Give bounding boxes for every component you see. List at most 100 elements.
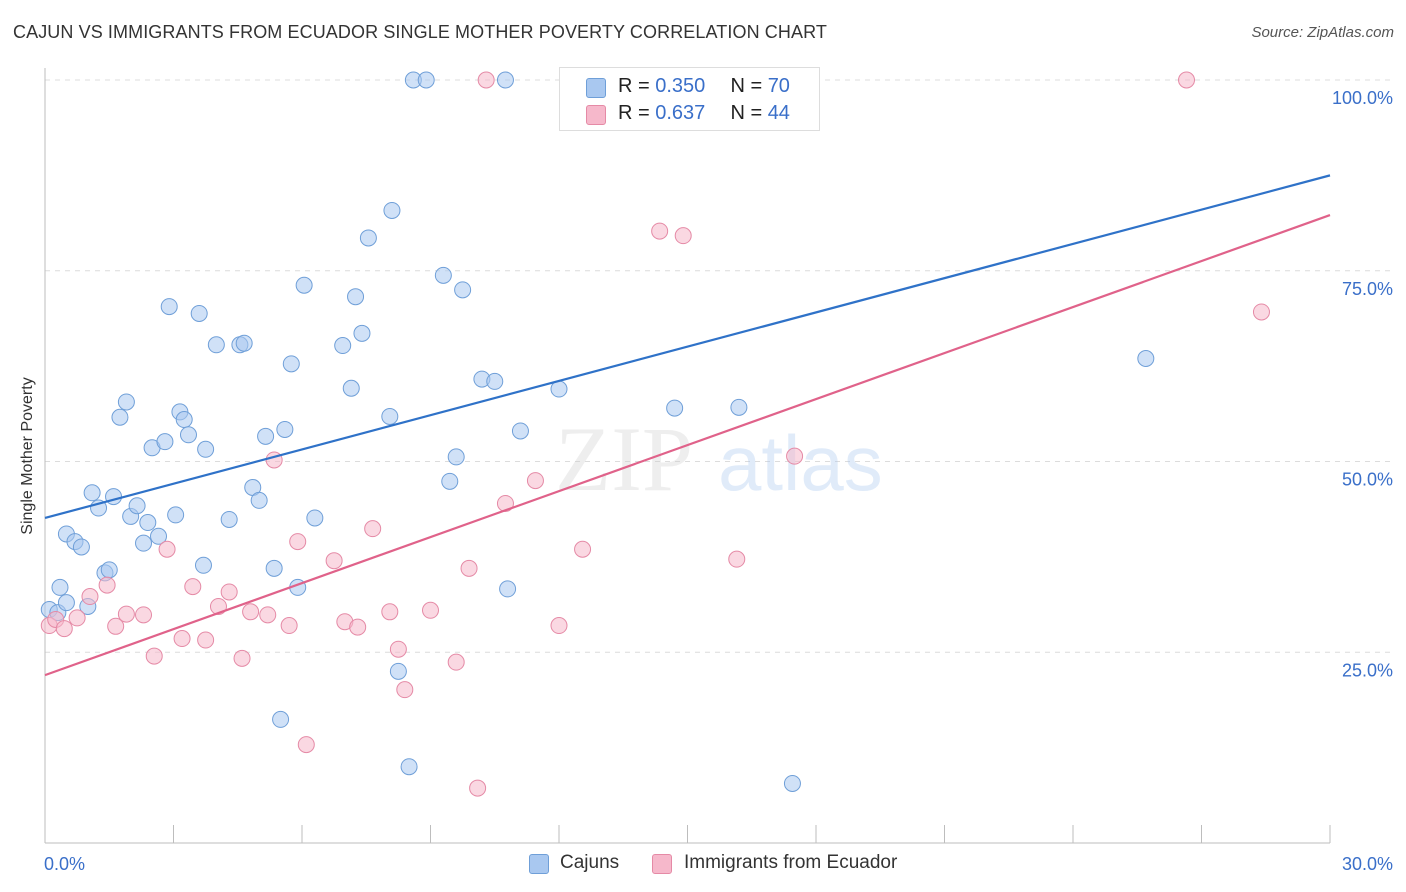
cajuns-point bbox=[265, 559, 283, 577]
cajuns-point bbox=[306, 509, 324, 527]
ecuador-point bbox=[184, 578, 202, 596]
cajuns-point bbox=[194, 556, 212, 574]
ecuador-point bbox=[173, 630, 191, 648]
cajuns-trend-line bbox=[44, 174, 1331, 520]
cajuns-point bbox=[486, 372, 504, 390]
ecuador-point bbox=[98, 576, 116, 594]
y-tick-label: 75.0% bbox=[1342, 279, 1393, 299]
cajuns-point bbox=[730, 398, 748, 416]
chart-title: CAJUN VS IMMIGRANTS FROM ECUADOR SINGLE … bbox=[13, 22, 827, 42]
ecuador-point bbox=[477, 71, 495, 89]
axes bbox=[44, 68, 1331, 844]
ecuador-point bbox=[447, 653, 465, 671]
cajuns-point bbox=[295, 276, 313, 294]
cajuns-point bbox=[783, 774, 801, 792]
gridlines bbox=[45, 79, 1395, 653]
series-cajuns-points bbox=[40, 71, 1155, 792]
cajuns-point bbox=[511, 422, 529, 440]
ecuador-point bbox=[135, 606, 153, 624]
cajuns-point bbox=[334, 337, 352, 355]
ecuador-point bbox=[422, 601, 439, 619]
cajuns-point bbox=[167, 506, 185, 524]
ecuador-point bbox=[396, 681, 414, 699]
cajuns-point bbox=[282, 355, 300, 373]
legend-n-value: 70 bbox=[767, 75, 790, 97]
ecuador-point bbox=[349, 618, 367, 636]
trend-lines bbox=[44, 174, 1331, 677]
cajuns-point bbox=[160, 298, 178, 316]
y-tick-label: 25.0% bbox=[1342, 660, 1393, 680]
cajuns-point bbox=[499, 580, 517, 598]
cajuns-point bbox=[496, 71, 514, 89]
cajuns-point bbox=[83, 484, 101, 502]
cajuns-point bbox=[72, 538, 90, 556]
watermark-zip: ZIP bbox=[555, 408, 693, 510]
cajuns-point bbox=[190, 304, 208, 322]
cajuns-point bbox=[117, 393, 135, 411]
cajuns-point bbox=[417, 71, 435, 89]
ecuador-point bbox=[651, 222, 669, 240]
legend-row-ecuador: R = 0.637 N = 44 bbox=[618, 102, 790, 125]
ecuador-point bbox=[220, 583, 238, 601]
cajuns-point bbox=[441, 472, 459, 490]
ecuador-point bbox=[469, 779, 487, 797]
ecuador-point bbox=[381, 603, 399, 621]
ecuador-trend-line bbox=[44, 214, 1331, 677]
cajuns-point bbox=[207, 336, 225, 354]
x-tick-label: 0.0% bbox=[44, 854, 85, 874]
cajuns-point bbox=[197, 440, 215, 458]
cajuns-point bbox=[400, 758, 418, 776]
ecuador-point bbox=[158, 540, 176, 558]
legend-r-value: 0.350 bbox=[655, 75, 706, 97]
cajuns-point bbox=[139, 514, 157, 532]
ecuador-point bbox=[68, 609, 86, 627]
correlation-legend: R = 0.350 N = 70 R = 0.637 N = 44 bbox=[559, 67, 820, 131]
y-axis-label: Single Mother Poverty bbox=[19, 377, 36, 535]
legend-swatch-ecuador bbox=[586, 105, 606, 125]
cajuns-point bbox=[150, 527, 168, 545]
ecuador-point bbox=[574, 540, 592, 558]
cajuns-point bbox=[454, 281, 472, 299]
cajuns-point bbox=[359, 229, 377, 247]
ecuador-point bbox=[364, 520, 382, 538]
series-ecuador-points bbox=[40, 71, 1270, 797]
cajuns-point bbox=[383, 201, 401, 219]
cajuns-point bbox=[128, 497, 146, 515]
cajuns-point bbox=[100, 561, 118, 579]
cajuns-point bbox=[1137, 349, 1155, 367]
bottom-legend-ecuador: Immigrants from Ecuador bbox=[684, 852, 898, 873]
ecuador-point bbox=[674, 227, 692, 245]
ecuador-point bbox=[786, 447, 804, 465]
y-tick-label: 50.0% bbox=[1342, 470, 1393, 490]
cajuns-point bbox=[156, 433, 174, 451]
ecuador-point bbox=[297, 736, 315, 754]
watermark: ZIP atlas bbox=[555, 408, 883, 510]
watermark-atlas: atlas bbox=[718, 419, 883, 507]
ecuador-point bbox=[1252, 303, 1270, 321]
ecuador-point bbox=[526, 472, 544, 490]
ecuador-point bbox=[55, 620, 73, 638]
legend-r-label: R = bbox=[618, 75, 656, 97]
cajuns-point bbox=[276, 420, 294, 438]
cajuns-point bbox=[250, 491, 268, 509]
cajuns-point bbox=[342, 379, 360, 397]
cajuns-point bbox=[389, 662, 407, 680]
legend-r-value: 0.637 bbox=[655, 102, 706, 124]
tick-labels: 25.0% 50.0% 75.0% 100.0% 0.0% 30.0% bbox=[44, 88, 1393, 874]
cajuns-point bbox=[51, 578, 69, 596]
ecuador-point bbox=[233, 649, 251, 667]
cajuns-point bbox=[447, 448, 465, 466]
cajuns-point bbox=[272, 710, 290, 728]
bottom-legend-cajuns: Cajuns bbox=[560, 852, 620, 873]
ecuador-point bbox=[107, 617, 125, 635]
cajuns-point bbox=[381, 407, 399, 425]
ecuador-point bbox=[1178, 71, 1196, 89]
ecuador-point bbox=[242, 603, 260, 621]
ecuador-point bbox=[389, 640, 407, 658]
cajuns-point bbox=[434, 266, 452, 284]
legend-row-cajuns: R = 0.350 N = 70 bbox=[618, 75, 790, 98]
cajuns-point bbox=[175, 411, 193, 429]
ecuador-point bbox=[145, 647, 163, 665]
cajuns-point bbox=[135, 534, 153, 552]
